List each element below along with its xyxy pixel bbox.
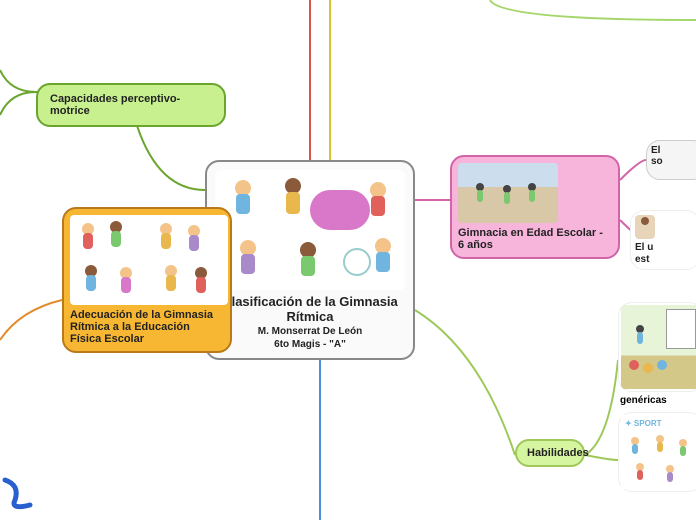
node-gimnacia[interactable]: Gimnacia en Edad Escolar - 6 años [450,155,620,259]
edge-image-sports1 [618,302,696,392]
node-capacidades-label: Capacidades perceptivo-motrice [50,93,180,117]
edge-node-el-ut[interactable]: El u est [630,210,696,270]
center-node[interactable]: Clasificación de la Gimnasia Rítmica M. … [205,160,415,360]
node-gimnacia-label: Gimnacia en Edad Escolar - 6 años [458,227,603,251]
center-author: M. Monserrat De León [215,326,405,337]
center-title: Clasificación de la Gimnasia Rítmica [215,294,405,324]
adecuacion-image [70,215,228,305]
node-habilidades[interactable]: Habilidades [515,439,585,467]
node-adecuacion[interactable]: Adecuación de la Gimnasia Rítmica a la E… [62,207,232,353]
center-image [215,170,405,290]
edge-image-sports2: ✦ SPORT [618,412,696,492]
gimnacia-image [458,163,558,223]
center-class: 6to Magis - "A" [215,339,405,350]
edge-node-el-so[interactable]: El so [646,140,696,180]
node-habilidades-label: Habilidades [527,447,589,459]
node-capacidades[interactable]: Capacidades perceptivo-motrice [36,83,226,127]
node-adecuacion-label: Adecuación de la Gimnasia Rítmica a la E… [70,309,213,345]
genericas-label: genéricas [620,395,667,406]
